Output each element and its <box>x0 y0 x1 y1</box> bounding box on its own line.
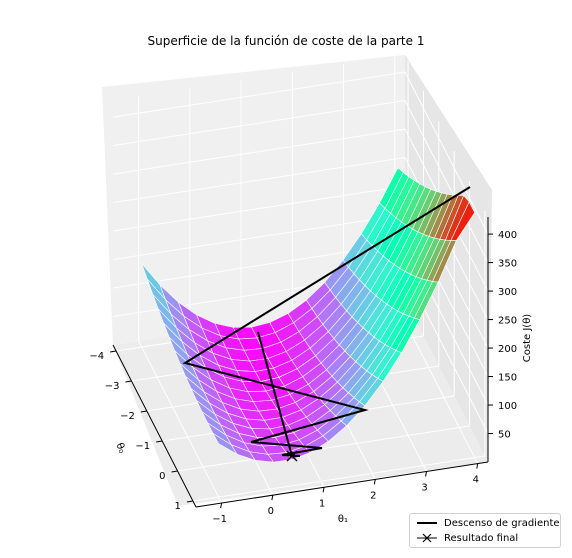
y-tick-label: −3 <box>105 381 120 392</box>
gradient-descent-line <box>182 186 471 457</box>
y-tick <box>109 350 117 353</box>
x-tick-label: −1 <box>212 514 227 525</box>
y-axis-label: θ₀ <box>113 441 127 454</box>
z-tick-label: 250 <box>498 316 517 327</box>
y-axis-line <box>112 344 197 508</box>
y-tick <box>171 470 178 473</box>
legend-label-gradient: Descenso de gradiente <box>444 517 560 529</box>
z-tick-label: 300 <box>498 287 517 298</box>
y-tick <box>156 440 163 443</box>
cost-surface <box>141 167 476 463</box>
legend-label-result: Resultado final <box>444 532 519 544</box>
x-tick <box>476 463 479 469</box>
x-tick-label: 2 <box>370 490 376 501</box>
y-tick <box>186 500 194 503</box>
x-axis-line <box>195 461 489 508</box>
x-tick <box>220 502 223 509</box>
gradient-descent-path <box>182 186 471 462</box>
y-tick-label: −1 <box>135 441 150 452</box>
x-tick-label: 1 <box>319 498 325 509</box>
grid-line-z <box>112 157 489 320</box>
z-axis-label: Coste J(θ) <box>522 314 533 363</box>
x-tick-label: 4 <box>473 475 479 486</box>
z-tick-label: 50 <box>498 430 511 441</box>
gradient-descent-line-inner <box>257 331 293 457</box>
x-tick-label: 3 <box>421 482 427 493</box>
chart-title: Superficie de la función de coste de la … <box>148 34 425 48</box>
y-tick-label: −2 <box>120 411 135 422</box>
z-tick-label: 400 <box>498 230 517 241</box>
legend-line-icon <box>417 522 437 524</box>
grid-line-x-floor <box>138 340 223 504</box>
x-tick-label: 0 <box>268 506 274 517</box>
y-tick-label: 1 <box>175 501 181 512</box>
x-axis-label: θ₁ <box>338 514 348 525</box>
x-tick <box>425 471 428 477</box>
y-tick <box>125 380 132 383</box>
z-tick-label: 100 <box>498 401 517 412</box>
x-tick <box>322 487 325 493</box>
grid-line-y-floor <box>177 425 470 472</box>
x-tick <box>373 479 376 485</box>
legend: Descenso de gradiente Resultado final <box>409 513 561 548</box>
y-tick <box>140 410 147 413</box>
legend-x-marker-icon <box>417 533 437 543</box>
y-tick-label: −4 <box>89 351 104 362</box>
legend-item-result: Resultado final <box>416 531 518 545</box>
grid-line-z <box>112 71 489 235</box>
grid-line-y-floor <box>192 455 486 502</box>
surface-patch <box>212 432 238 455</box>
z-tick-label: 150 <box>498 373 517 384</box>
z-tick-label: 350 <box>498 259 517 270</box>
z-tick-label: 200 <box>498 344 517 355</box>
final-result-marker <box>286 450 298 462</box>
legend-item-gradient: Descenso de gradiente <box>416 516 560 530</box>
back-pane-left <box>102 55 405 345</box>
y-tick-label: 0 <box>159 471 165 482</box>
x-tick <box>271 495 274 501</box>
grid-line-z <box>112 128 489 292</box>
